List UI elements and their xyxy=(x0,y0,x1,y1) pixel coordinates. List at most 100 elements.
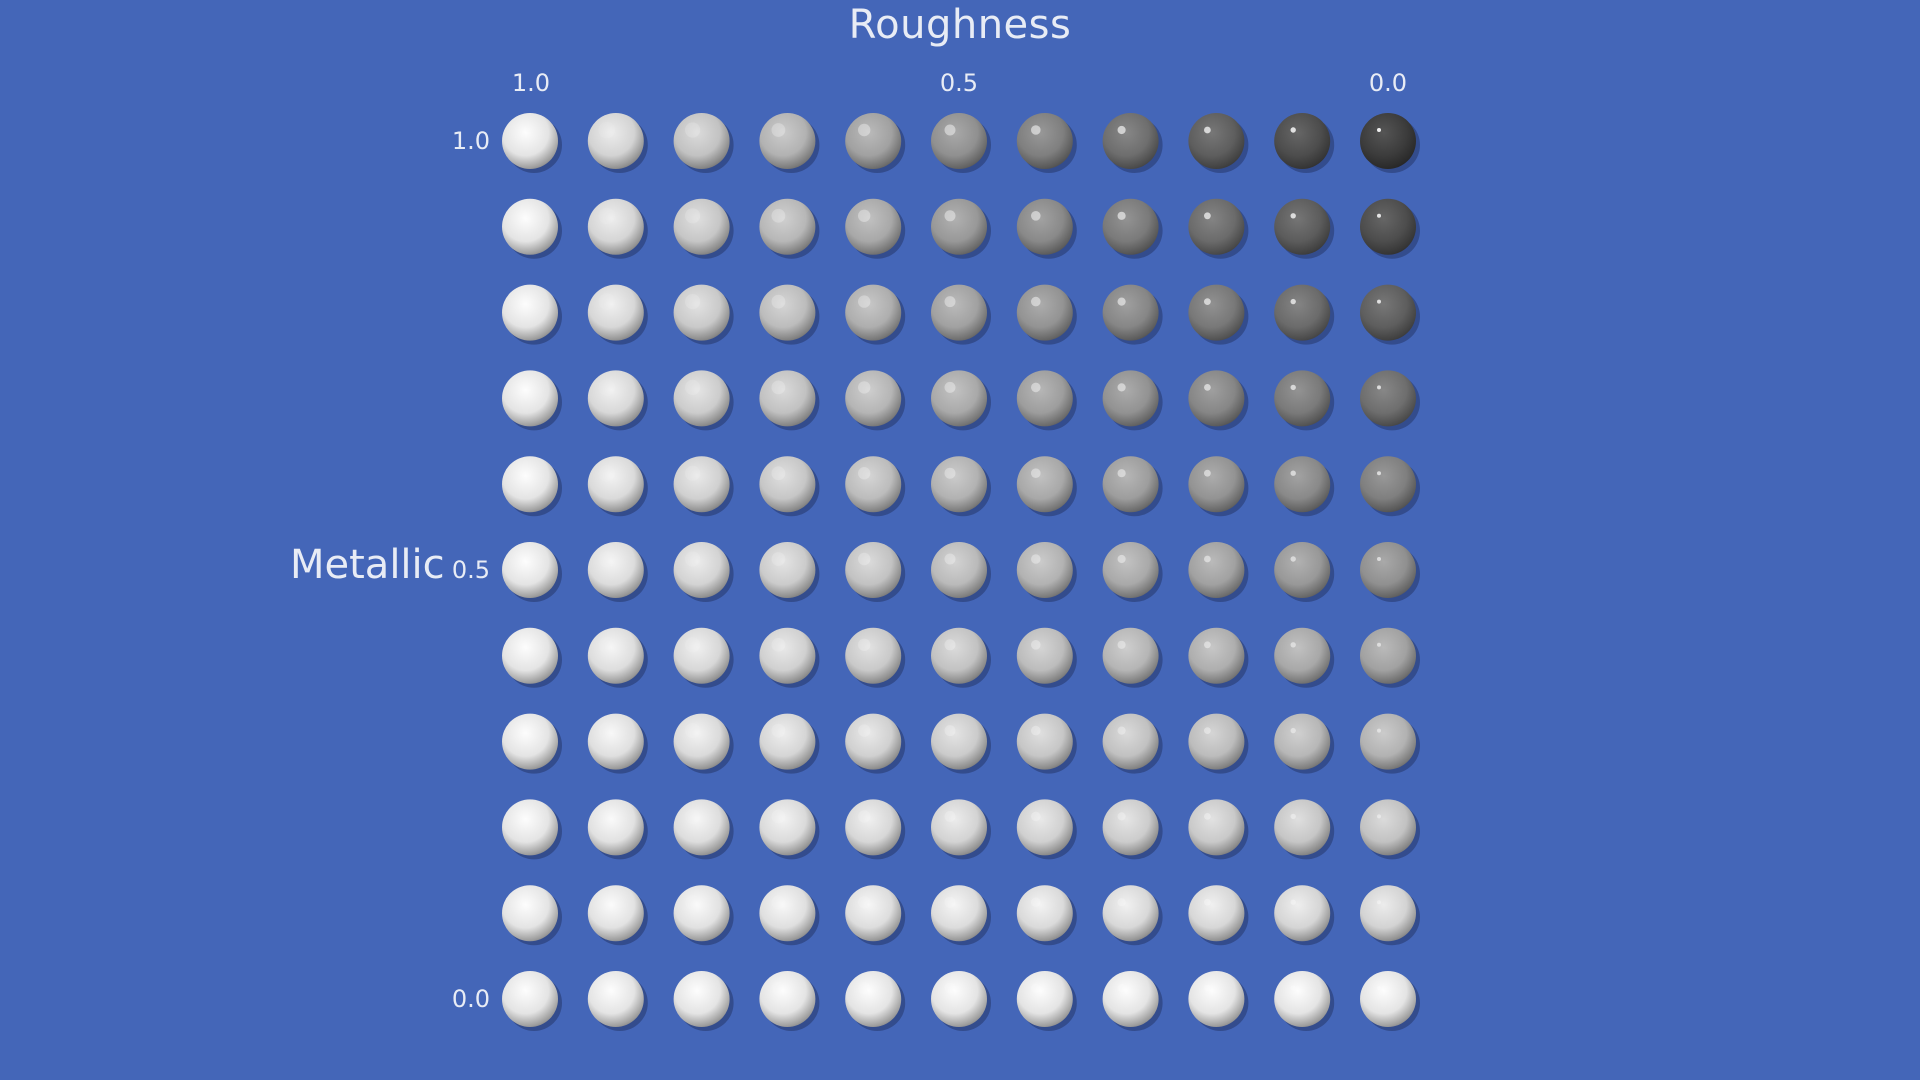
sphere-body xyxy=(931,370,987,427)
sphere-highlight xyxy=(858,123,871,137)
sphere-highlight xyxy=(944,639,956,651)
sphere-body xyxy=(1188,284,1245,341)
material-sphere xyxy=(1016,799,1077,860)
sphere-body xyxy=(502,799,558,856)
sphere-body xyxy=(1360,284,1416,341)
material-sphere xyxy=(1102,370,1163,431)
sphere-body xyxy=(1188,370,1245,427)
material-sphere xyxy=(1274,284,1335,345)
material-sphere xyxy=(1274,885,1335,946)
material-sphere xyxy=(673,971,734,1031)
sphere-highlight xyxy=(1117,983,1126,993)
material-sphere xyxy=(1274,198,1335,259)
roughness-tick-end: 0.0 xyxy=(1368,69,1408,97)
sphere-highlight xyxy=(1377,299,1381,304)
roughness-tick-mid: 0.5 xyxy=(939,69,979,97)
material-sphere xyxy=(845,542,906,602)
sphere-body xyxy=(587,885,644,942)
sphere-highlight xyxy=(512,979,530,997)
sphere-body xyxy=(1274,370,1331,427)
sphere-body xyxy=(931,456,987,513)
material-sphere xyxy=(845,370,906,431)
sphere-highlight xyxy=(944,467,956,479)
sphere-highlight xyxy=(598,464,616,482)
sphere-body xyxy=(759,971,816,1027)
material-sphere xyxy=(1188,971,1249,1031)
material-sphere xyxy=(587,799,648,860)
sphere-body xyxy=(502,627,558,684)
sphere-body xyxy=(502,456,558,513)
sphere-body xyxy=(759,456,816,513)
sphere-highlight xyxy=(1377,986,1381,990)
sphere-highlight xyxy=(512,378,530,397)
sphere-highlight xyxy=(1204,298,1211,305)
sphere-highlight xyxy=(512,206,530,225)
material-sphere xyxy=(845,799,906,860)
sphere-body xyxy=(1102,456,1159,513)
material-sphere xyxy=(1016,456,1077,517)
sphere-highlight xyxy=(685,294,701,310)
sphere-body xyxy=(1016,113,1073,169)
material-sphere xyxy=(673,113,734,173)
sphere-body xyxy=(673,885,730,942)
sphere-highlight xyxy=(1117,383,1126,392)
material-sphere xyxy=(1274,542,1335,602)
sphere-body xyxy=(587,971,644,1027)
sphere-highlight xyxy=(1031,296,1041,307)
sphere-highlight xyxy=(1031,983,1041,993)
sphere-body xyxy=(1102,627,1159,684)
sphere-body xyxy=(502,713,558,770)
sphere-highlight xyxy=(1117,125,1126,135)
sphere-highlight xyxy=(858,896,871,909)
sphere-body xyxy=(845,971,902,1027)
sphere-body xyxy=(1360,198,1416,255)
sphere-highlight xyxy=(685,894,701,910)
material-sphere xyxy=(587,713,648,774)
sphere-body xyxy=(587,198,644,255)
material-sphere xyxy=(502,542,562,602)
material-sphere xyxy=(759,370,820,431)
sphere-highlight xyxy=(1377,128,1381,132)
material-sphere xyxy=(759,627,820,688)
sphere-body xyxy=(1360,971,1416,1027)
material-sphere xyxy=(587,456,648,517)
material-sphere xyxy=(1016,885,1077,946)
sphere-body xyxy=(587,713,644,770)
sphere-body xyxy=(845,198,902,255)
sphere-highlight xyxy=(598,550,616,568)
sphere-highlight xyxy=(1204,469,1211,477)
material-sphere xyxy=(1360,971,1420,1031)
material-sphere xyxy=(1188,542,1249,602)
material-sphere xyxy=(931,113,991,173)
sphere-body xyxy=(1102,799,1159,856)
sphere-body xyxy=(1102,542,1159,598)
sphere-highlight xyxy=(1290,642,1296,648)
sphere-body xyxy=(1188,113,1245,169)
sphere-body xyxy=(1274,627,1331,684)
material-sphere xyxy=(931,885,991,946)
sphere-body xyxy=(1102,198,1159,255)
sphere-highlight xyxy=(1204,384,1211,391)
sphere-body xyxy=(1188,627,1245,684)
roughness-tick-start: 1.0 xyxy=(511,69,551,97)
material-sphere xyxy=(673,198,734,259)
sphere-body xyxy=(1188,713,1245,770)
sphere-body xyxy=(759,885,816,942)
sphere-highlight xyxy=(771,895,786,910)
material-sphere xyxy=(1016,627,1077,688)
sphere-highlight xyxy=(771,294,786,309)
material-sphere xyxy=(1102,885,1163,946)
sphere-body xyxy=(1188,971,1245,1027)
sphere-highlight xyxy=(858,381,871,394)
material-sphere xyxy=(931,284,991,345)
material-sphere xyxy=(587,971,648,1031)
sphere-body xyxy=(931,542,987,598)
material-sphere xyxy=(1102,713,1163,774)
sphere-body xyxy=(1360,370,1416,427)
material-sphere xyxy=(502,971,562,1031)
sphere-highlight xyxy=(512,893,530,912)
material-sphere xyxy=(502,799,562,860)
sphere-highlight xyxy=(1290,127,1296,133)
sphere-highlight xyxy=(685,122,701,138)
